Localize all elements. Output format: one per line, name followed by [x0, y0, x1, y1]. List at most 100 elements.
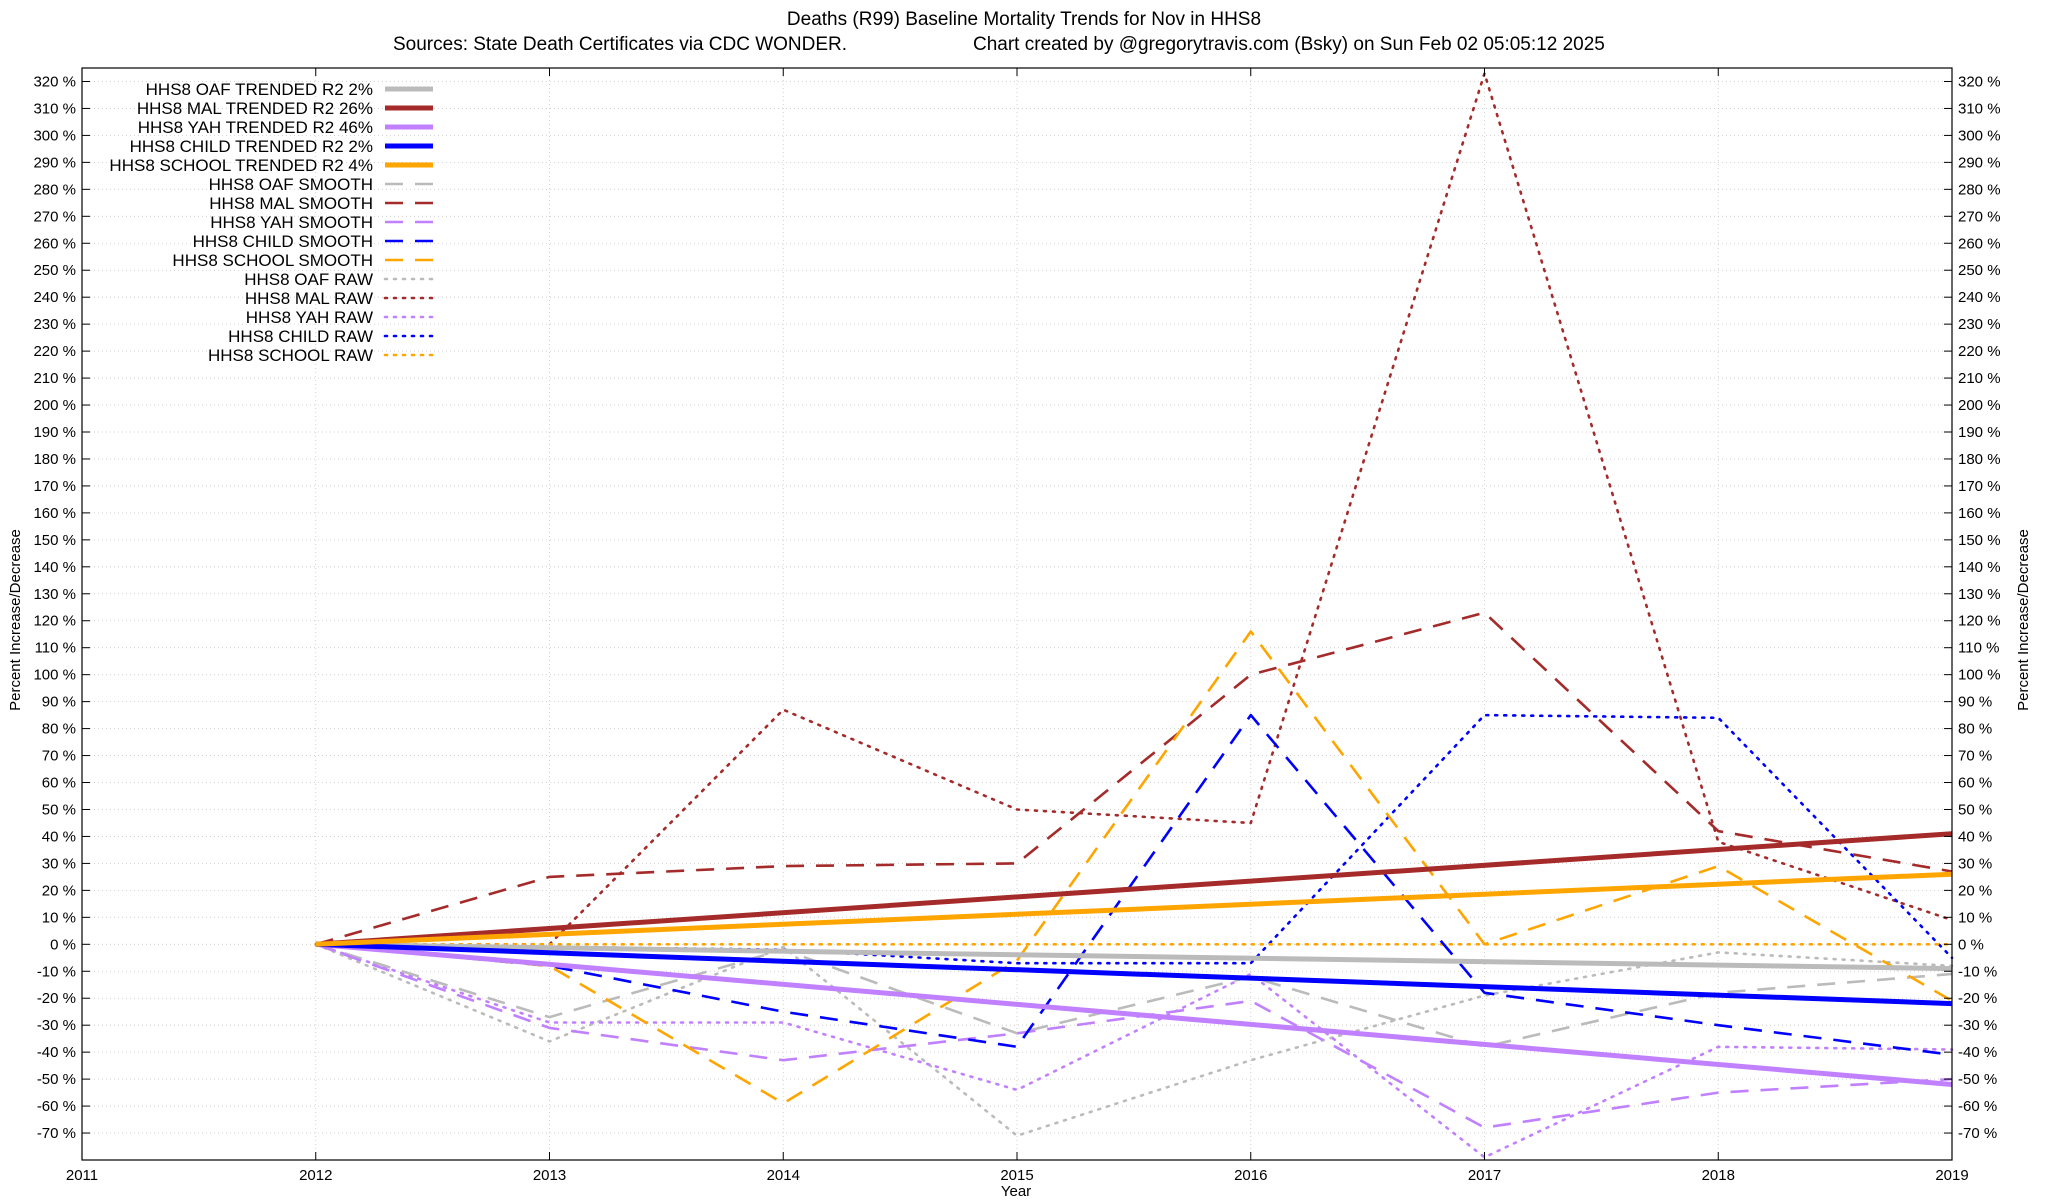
y-tick-label-left: 250 % — [33, 262, 76, 279]
y-tick-label-right: 120 % — [1958, 613, 2001, 630]
series-line-4 — [315, 871, 1953, 947]
legend-label: HHS8 YAH SMOOTH — [210, 213, 373, 232]
y-tick-label-left: 10 % — [42, 909, 76, 926]
x-tick-label: 2012 — [299, 1167, 332, 1184]
y-tick-label-left: 160 % — [33, 505, 76, 522]
y-axis-left: 320 % 310 % 300 % 290 % 280 % 270 % 260 % 250 %… — [33, 73, 90, 1142]
y-tick-label-left: 130 % — [33, 586, 76, 603]
y-tick-label-right: 30 % — [1958, 855, 1992, 872]
y-tick-label-right: 300 % — [1958, 127, 2001, 144]
y-tick-label-left: -30 % — [37, 1017, 76, 1034]
series-line-11 — [314, 72, 1954, 946]
legend-label: HHS8 CHILD RAW — [228, 327, 373, 346]
y-tick-label-left: 30 % — [42, 855, 76, 872]
chart-subtitle-source: Sources: State Death Certificates via CD… — [393, 34, 847, 55]
x-tick-label: 2011 — [66, 1167, 98, 1184]
x-tick-label: 2013 — [533, 1167, 566, 1184]
y-tick-label-right: 40 % — [1958, 828, 1992, 845]
y-tick-label-left: 40 % — [42, 828, 76, 845]
y-tick-label-left: 0 % — [50, 936, 76, 953]
y-tick-label-left: 320 % — [33, 73, 76, 90]
y-tick-label-right: 100 % — [1958, 667, 2001, 684]
y-tick-label-right: -20 % — [1958, 990, 1997, 1007]
y-tick-label-right: 140 % — [1958, 559, 2001, 576]
y-tick-label-right: 310 % — [1958, 100, 2001, 117]
y-tick-label-right: 320 % — [1958, 73, 2001, 90]
y-tick-label-right: 190 % — [1958, 424, 2001, 441]
y-tick-label-right: -70 % — [1958, 1125, 1997, 1142]
series-line-9 — [315, 630, 1953, 1105]
legend-label: HHS8 YAH RAW — [246, 308, 373, 327]
y-tick-label-left: 310 % — [33, 100, 76, 117]
y-tick-label-left: 240 % — [33, 289, 76, 306]
y-tick-label-left: -60 % — [37, 1098, 76, 1115]
y-tick-label-left: 100 % — [33, 667, 76, 684]
y-tick-label-right: 150 % — [1958, 532, 2001, 549]
legend-label: HHS8 CHILD TRENDED R2 2% — [130, 137, 373, 156]
y-tick-label-left: 70 % — [42, 748, 76, 765]
series-line-7 — [315, 943, 1953, 1129]
legend-label: HHS8 CHILD SMOOTH — [193, 232, 373, 251]
y-tick-label-right: 280 % — [1958, 181, 2001, 198]
y-tick-label-left: 300 % — [33, 127, 76, 144]
series-line-5 — [315, 943, 1953, 1049]
series-line-0 — [315, 941, 1953, 972]
y-tick-label-left: 200 % — [33, 397, 76, 414]
y-tick-label-left: 180 % — [33, 451, 76, 468]
y-tick-label-right: 180 % — [1958, 451, 2001, 468]
legend-label: HHS8 OAF TRENDED R2 2% — [146, 80, 373, 99]
x-tick-label: 2017 — [1468, 1167, 1501, 1184]
y-axis-right: 320 % 310 % 300 % 290 % 280 % 270 % 260 % 250 %… — [1944, 73, 2001, 1142]
y-axis-label-right: Percent Increase/Decrease — [2015, 529, 2032, 711]
y-tick-label-left: -70 % — [37, 1125, 76, 1142]
series-lines — [314, 72, 1954, 1159]
legend-label: HHS8 MAL RAW — [245, 289, 373, 308]
x-tick-label: 2018 — [1702, 1167, 1735, 1184]
y-tick-label-left: -40 % — [37, 1044, 76, 1061]
y-tick-label-left: 140 % — [33, 559, 76, 576]
y-tick-label-left: 60 % — [42, 775, 76, 792]
y-tick-label-left: 120 % — [33, 613, 76, 630]
y-tick-label-right: -10 % — [1958, 963, 1997, 980]
y-tick-label-left: 290 % — [33, 154, 76, 171]
legend-label: HHS8 SCHOOL TRENDED R2 4% — [109, 156, 373, 175]
y-tick-label-right: 70 % — [1958, 748, 1992, 765]
legend-label: HHS8 MAL SMOOTH — [209, 194, 373, 213]
y-tick-label-right: 20 % — [1958, 882, 1992, 899]
y-tick-label-left: 190 % — [33, 424, 76, 441]
legend-label: HHS8 OAF SMOOTH — [209, 175, 373, 194]
y-tick-label-right: 220 % — [1958, 343, 2001, 360]
series-line-8 — [315, 713, 1953, 1057]
series-line-2 — [315, 941, 1953, 1087]
y-tick-label-right: 200 % — [1958, 397, 2001, 414]
y-tick-label-right: 160 % — [1958, 505, 2001, 522]
y-tick-label-left: 150 % — [33, 532, 76, 549]
y-tick-label-right: 230 % — [1958, 316, 2001, 333]
legend-label: HHS8 OAF RAW — [244, 270, 373, 289]
y-tick-label-left: 220 % — [33, 343, 76, 360]
y-tick-label-right: 130 % — [1958, 586, 2001, 603]
y-tick-label-right: 50 % — [1958, 801, 1992, 818]
legend-label: HHS8 SCHOOL RAW — [208, 346, 373, 365]
y-tick-label-right: 60 % — [1958, 775, 1992, 792]
y-tick-label-right: 90 % — [1958, 694, 1992, 711]
legend: HHS8 OAF TRENDED R2 2%HHS8 MAL TRENDED R… — [109, 80, 435, 365]
y-tick-label-left: 260 % — [33, 235, 76, 252]
y-tick-label-left: 270 % — [33, 208, 76, 225]
y-tick-label-right: 0 % — [1958, 936, 1984, 953]
y-tick-label-right: -30 % — [1958, 1017, 1997, 1034]
series-line-3 — [315, 941, 1953, 1007]
chart-title: Deaths (R99) Baseline Mortality Trends f… — [787, 9, 1261, 30]
legend-label: HHS8 YAH TRENDED R2 46% — [138, 118, 373, 137]
y-tick-label-right: 110 % — [1958, 640, 1999, 657]
y-tick-label-left: -20 % — [37, 990, 76, 1007]
legend-label: HHS8 MAL TRENDED R2 26% — [137, 99, 373, 118]
y-tick-label-left: 230 % — [33, 316, 76, 333]
y-tick-label-left: -50 % — [37, 1071, 76, 1088]
y-tick-label-right: 250 % — [1958, 262, 2001, 279]
y-tick-label-left: 110 % — [35, 640, 76, 657]
y-tick-label-left: 210 % — [33, 370, 76, 387]
x-tick-label: 2016 — [1234, 1167, 1267, 1184]
y-tick-label-right: -40 % — [1958, 1044, 1997, 1061]
series-line-12 — [314, 942, 1954, 1159]
